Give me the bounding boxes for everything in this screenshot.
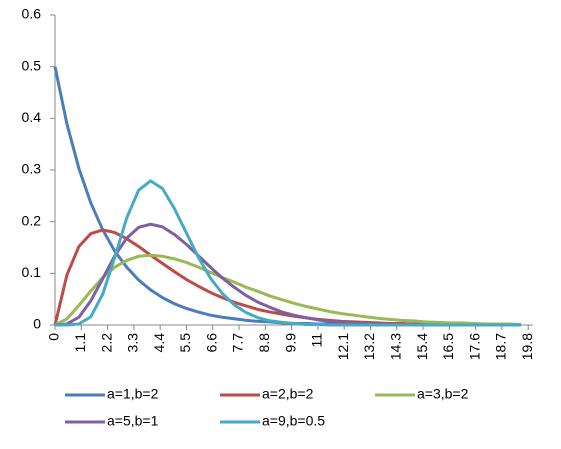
x-tick-label: 5.5 <box>177 333 193 353</box>
legend-label: a=3,b=2 <box>417 386 469 402</box>
legend-label: a=5,b=1 <box>107 413 159 429</box>
x-tick-label: 14.3 <box>387 333 403 360</box>
x-tick-label: 19.8 <box>519 333 535 360</box>
x-tick-label: 9.9 <box>282 333 298 353</box>
x-tick-label: 2.2 <box>98 333 114 353</box>
legend-label: a=1,b=2 <box>107 386 159 402</box>
y-tick-label: 0.1 <box>22 264 42 280</box>
series-line <box>53 228 522 327</box>
x-tick-label: 17.6 <box>466 333 482 360</box>
legend-label: a=2,b=2 <box>262 386 314 402</box>
x-tick-label: 12.1 <box>335 333 351 360</box>
x-tick-label: 3.3 <box>125 333 141 353</box>
x-tick-label: 15.4 <box>414 333 430 360</box>
x-tick-label: 11 <box>309 333 325 348</box>
series-line <box>54 253 522 327</box>
y-tick-label: 0.5 <box>22 57 42 73</box>
y-tick-label: 0.3 <box>22 161 42 177</box>
legend-label: a=9,b=0.5 <box>262 413 325 429</box>
x-tick-label: 0 <box>46 333 62 341</box>
y-tick-label: 0 <box>33 316 41 332</box>
x-tick-label: 7.7 <box>230 333 246 353</box>
x-tick-label: 6.6 <box>203 333 219 353</box>
series-line <box>53 66 522 327</box>
x-tick-label: 18.7 <box>493 333 509 360</box>
x-tick-label: 4.4 <box>151 333 167 353</box>
x-tick-label: 1.1 <box>72 333 88 353</box>
x-tick-label: 8.8 <box>256 333 272 353</box>
y-tick-label: 0.4 <box>22 109 42 125</box>
y-tick-label: 0.6 <box>22 6 42 22</box>
x-tick-label: 16.5 <box>440 333 456 360</box>
series-line <box>55 179 522 327</box>
x-tick-label: 13.2 <box>361 333 377 360</box>
y-tick-label: 0.2 <box>22 212 42 228</box>
series-line <box>54 222 522 327</box>
